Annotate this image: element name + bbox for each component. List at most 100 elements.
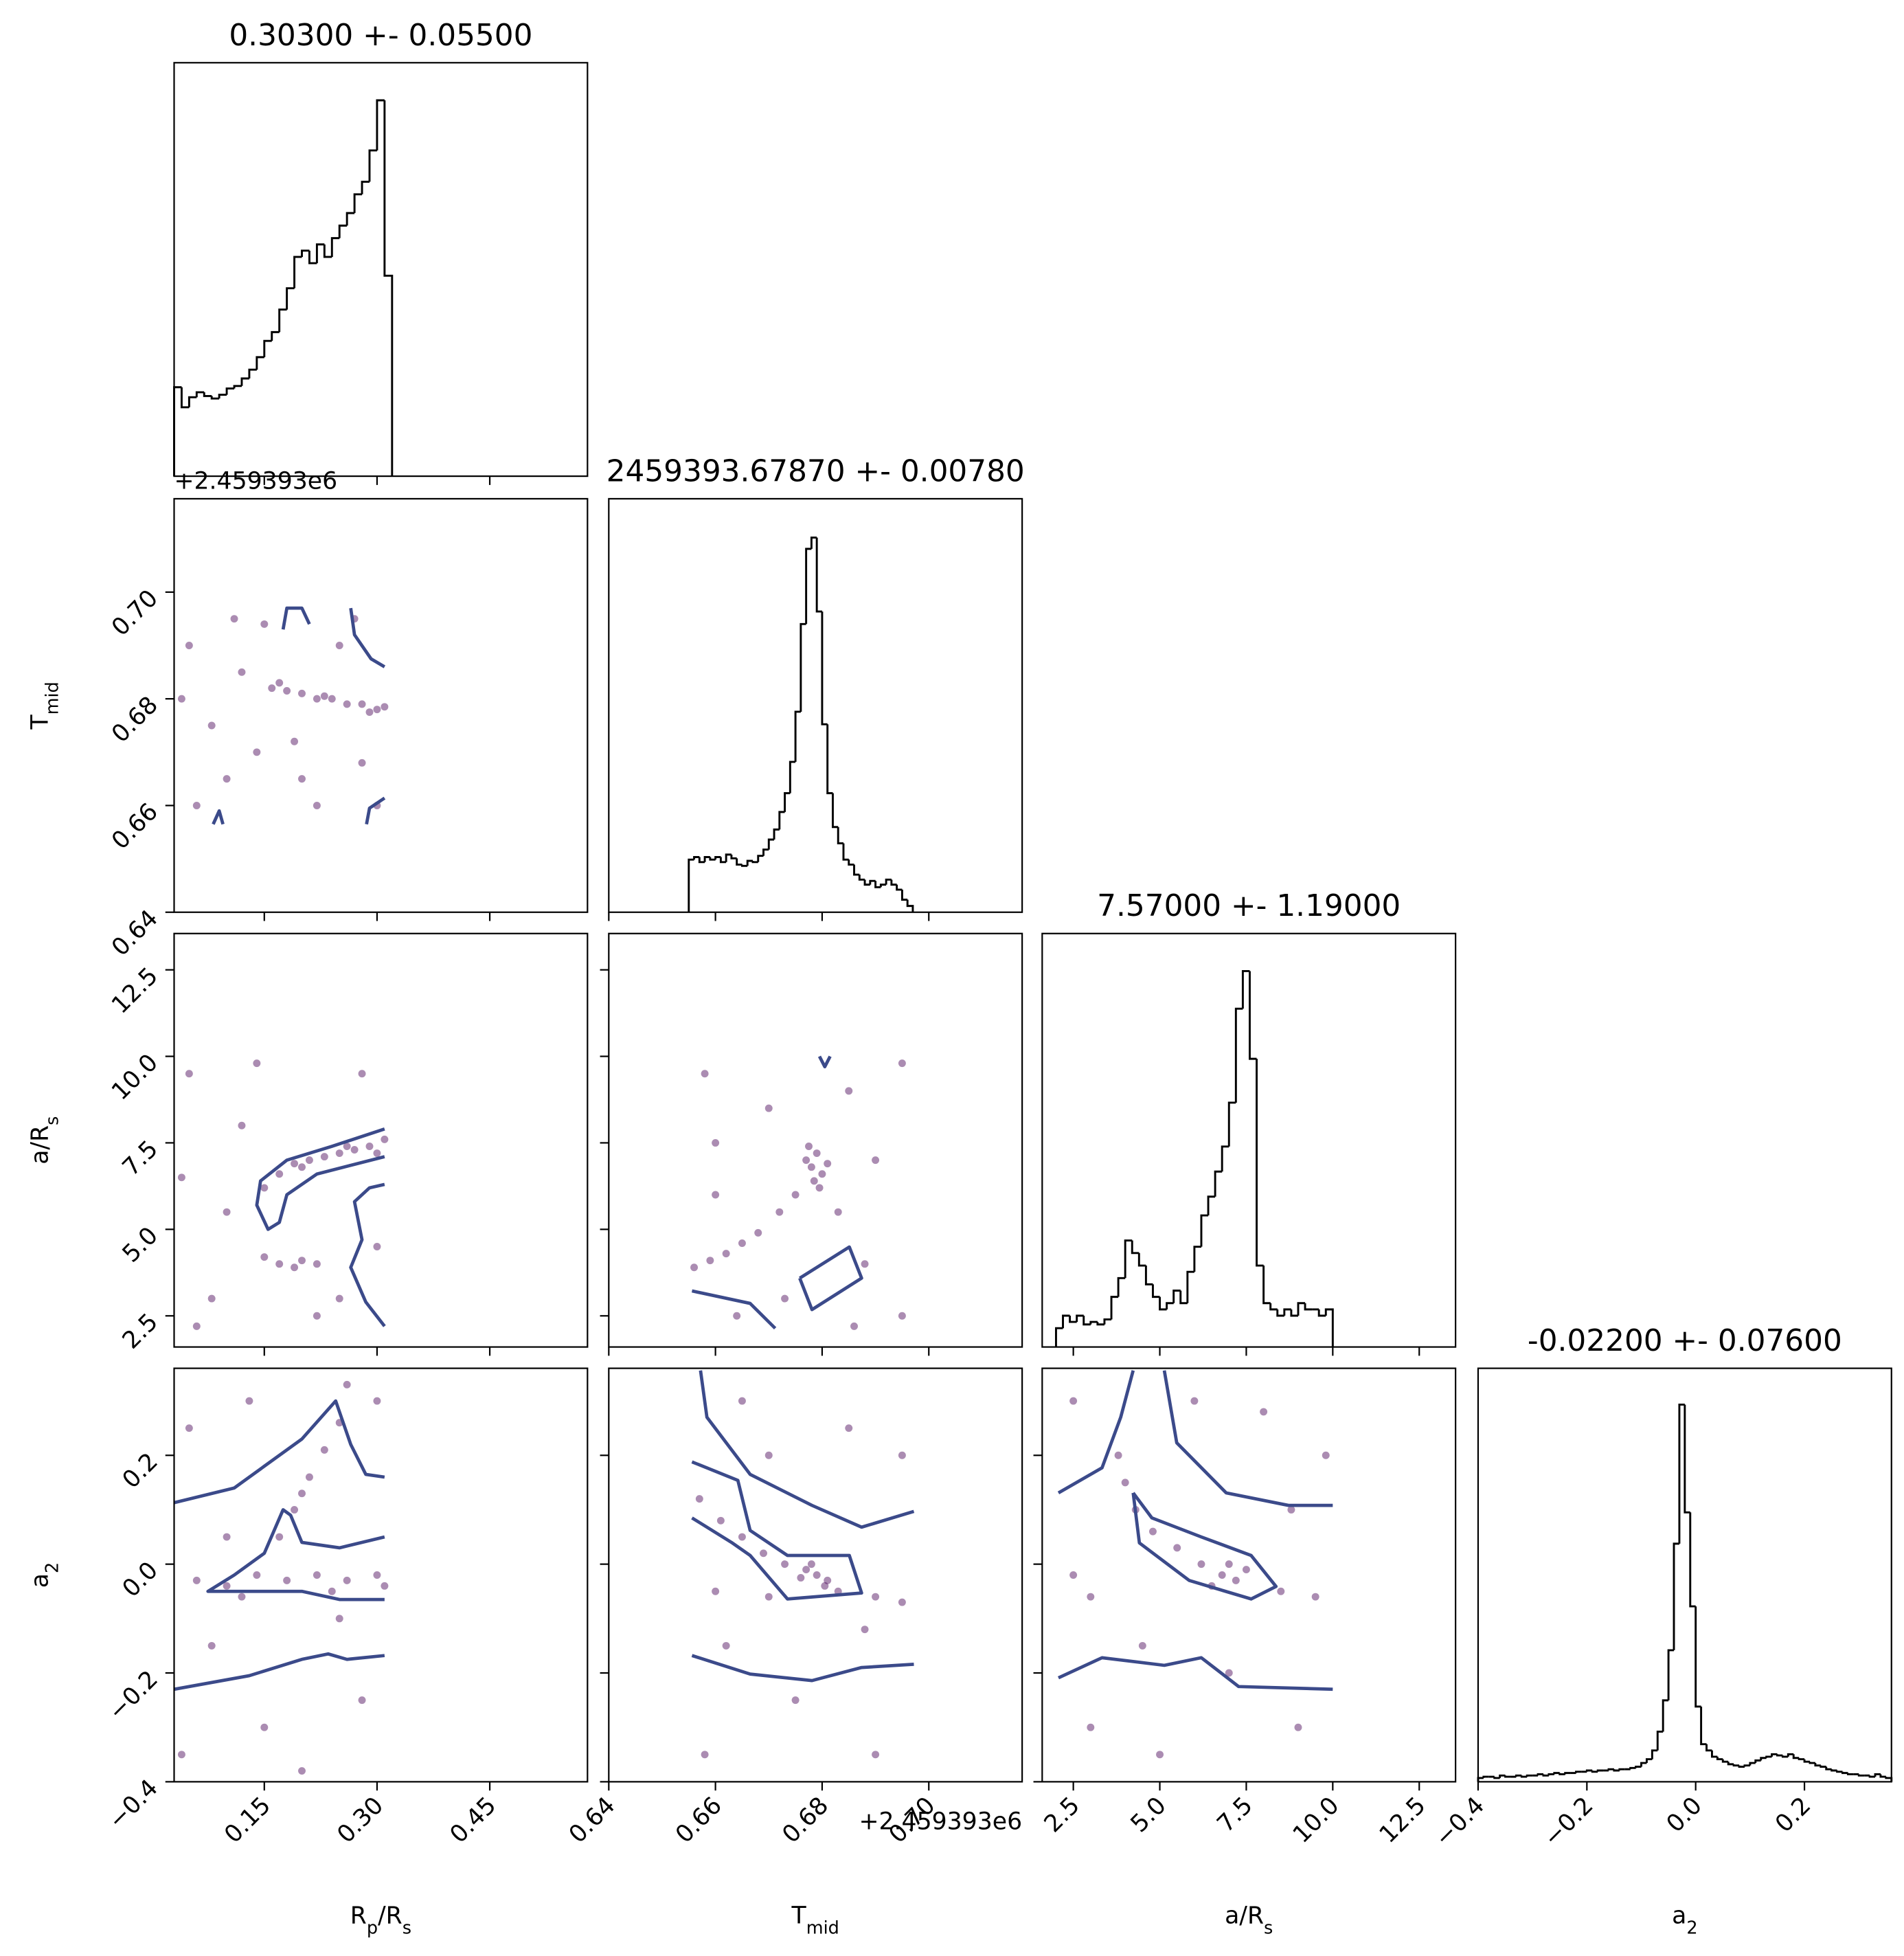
x-tick-label: 0.66 bbox=[670, 1792, 727, 1849]
sample-point bbox=[1197, 1560, 1205, 1569]
histogram-step bbox=[1868, 1775, 1876, 1778]
sample-point bbox=[1218, 1571, 1226, 1579]
sample-point bbox=[861, 1260, 869, 1268]
histogram-step bbox=[1607, 1768, 1614, 1770]
histogram-step bbox=[1103, 1318, 1112, 1325]
sample-point bbox=[701, 1751, 709, 1759]
sample-point bbox=[1121, 1479, 1129, 1487]
histogram-step bbox=[1629, 1766, 1636, 1770]
contour-line bbox=[691, 1460, 863, 1601]
histogram-step bbox=[1131, 1240, 1140, 1255]
sample-point bbox=[824, 1576, 832, 1584]
sample-point bbox=[185, 642, 193, 649]
sample-point bbox=[898, 1451, 906, 1459]
sample-point bbox=[305, 1156, 313, 1165]
panel-title: 7.57000 +- 1.19000 bbox=[1097, 888, 1401, 923]
contour-line bbox=[281, 606, 311, 630]
sample-point bbox=[775, 1208, 784, 1216]
histogram-step bbox=[1166, 1302, 1174, 1309]
histogram-step bbox=[1276, 1309, 1284, 1317]
contour-line bbox=[212, 809, 225, 825]
sample-point bbox=[223, 1208, 231, 1216]
histogram-step bbox=[800, 622, 806, 712]
histogram-step bbox=[831, 793, 839, 829]
sample-point bbox=[253, 748, 261, 756]
sample-point bbox=[343, 700, 351, 708]
histogram-step bbox=[1262, 1266, 1271, 1305]
histogram-step bbox=[900, 889, 908, 901]
histogram-step bbox=[751, 860, 758, 864]
sample-point bbox=[845, 1087, 853, 1095]
histogram-step bbox=[1062, 1314, 1070, 1329]
histogram-step bbox=[1749, 1762, 1756, 1766]
sample-point bbox=[1114, 1451, 1122, 1459]
sample-point bbox=[298, 689, 306, 697]
histogram-step bbox=[805, 548, 812, 625]
sample-point bbox=[712, 1587, 720, 1595]
sample-point bbox=[365, 708, 374, 717]
histogram-step bbox=[1814, 1763, 1821, 1767]
sample-point bbox=[373, 706, 381, 714]
axes-frame bbox=[1041, 1367, 1457, 1783]
sample-point bbox=[754, 1228, 762, 1237]
sample-point bbox=[313, 1571, 321, 1579]
histogram-step bbox=[1575, 1770, 1582, 1773]
histogram-step bbox=[1787, 1753, 1794, 1757]
histogram-step bbox=[1651, 1749, 1658, 1760]
x-tick-label: 10.0 bbox=[1288, 1792, 1345, 1849]
histogram-step bbox=[338, 224, 348, 238]
sample-point bbox=[381, 1135, 389, 1143]
histogram-step bbox=[1221, 1145, 1229, 1172]
sample-point bbox=[291, 737, 299, 745]
histogram-step bbox=[1317, 1309, 1326, 1317]
histogram-step bbox=[746, 859, 753, 866]
sample-point bbox=[260, 620, 269, 628]
sample-point bbox=[313, 801, 321, 809]
panel-title: -0.02200 +- 0.07600 bbox=[1528, 1323, 1842, 1358]
sample-point bbox=[207, 1294, 216, 1303]
histogram-step bbox=[218, 394, 227, 399]
sample-point bbox=[813, 1571, 821, 1579]
histogram-step bbox=[1841, 1771, 1848, 1775]
histogram-step bbox=[195, 391, 205, 398]
histogram-step bbox=[1083, 1315, 1091, 1326]
sample-point bbox=[733, 1312, 741, 1320]
sample-point bbox=[260, 1723, 269, 1731]
sample-point bbox=[1225, 1669, 1233, 1677]
sample-point bbox=[1148, 1527, 1157, 1536]
sample-point bbox=[305, 1473, 313, 1481]
histogram-step bbox=[1256, 1059, 1264, 1267]
axes-frame bbox=[608, 932, 1023, 1348]
histogram-step bbox=[1542, 1774, 1549, 1777]
histogram-step bbox=[368, 149, 377, 182]
sample-point bbox=[898, 1312, 906, 1320]
sample-point bbox=[712, 1138, 720, 1147]
histogram-step bbox=[248, 368, 257, 379]
sample-point bbox=[738, 1397, 746, 1405]
sample-point bbox=[1232, 1576, 1240, 1584]
sample-point bbox=[350, 1146, 359, 1154]
sample-point bbox=[764, 1593, 773, 1601]
y-tick-label: 7.5 bbox=[117, 1135, 163, 1181]
sample-point bbox=[291, 1160, 299, 1168]
sample-point bbox=[738, 1533, 746, 1541]
y-axis-label: Tmid bbox=[26, 682, 63, 730]
histogram-step bbox=[719, 857, 727, 864]
sample-point bbox=[238, 668, 246, 676]
sample-point bbox=[1156, 1751, 1164, 1759]
axes-frame bbox=[173, 497, 589, 913]
sample-point bbox=[185, 1070, 193, 1078]
label-part: R bbox=[350, 1902, 367, 1929]
histogram-step bbox=[1207, 1195, 1216, 1216]
histogram-step bbox=[1857, 1774, 1865, 1777]
x-tick-label: 7.5 bbox=[1212, 1792, 1258, 1838]
sample-point bbox=[695, 1495, 703, 1503]
sample-point bbox=[358, 758, 366, 767]
y-tick-label: 2.5 bbox=[117, 1308, 163, 1354]
x-tick-label: −0.4 bbox=[1429, 1792, 1490, 1852]
axes-frame bbox=[1477, 1367, 1892, 1783]
histogram-step bbox=[1493, 1777, 1500, 1779]
sample-point bbox=[275, 679, 284, 687]
histogram-step bbox=[1727, 1762, 1734, 1766]
label-part: a bbox=[26, 1573, 54, 1588]
